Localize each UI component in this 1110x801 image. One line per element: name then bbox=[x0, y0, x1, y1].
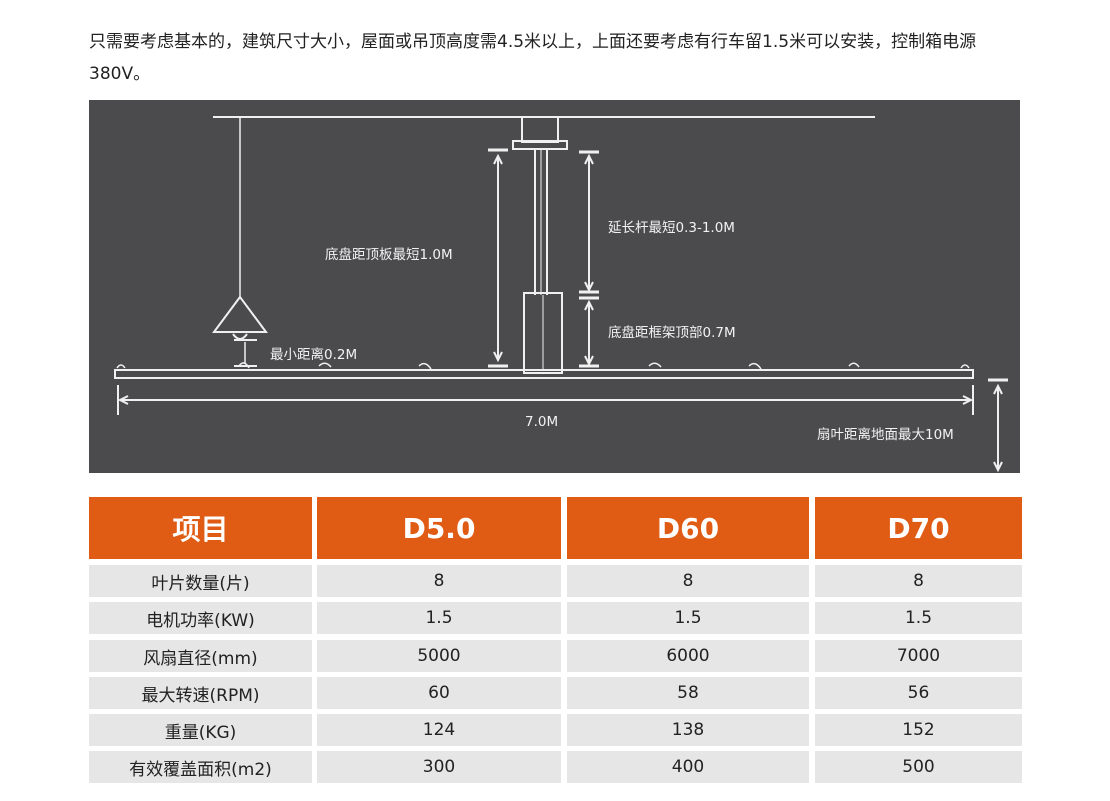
dimension-height bbox=[988, 378, 1008, 473]
fan-blade bbox=[114, 362, 974, 379]
label-chassis-to-ceiling: 底盘距顶板最短1.0M bbox=[325, 247, 453, 263]
row-label: 叶片数量(片) bbox=[89, 565, 312, 597]
cell-d60: 400 bbox=[567, 751, 809, 783]
intro-text: 只需要考虑基本的，建筑尺寸大小，屋面或吊顶高度需4.5米以上，上面还要考虑有行车… bbox=[89, 32, 977, 84]
cell-d50: 60 bbox=[317, 677, 561, 709]
row-label: 有效覆盖面积(m2) bbox=[89, 751, 312, 783]
dimension-span bbox=[117, 385, 974, 415]
label-blade-to-ground: 扇叶距离地面最大10M bbox=[817, 427, 954, 443]
cell-d70: 8 bbox=[815, 565, 1022, 597]
cell-d60: 6000 bbox=[567, 640, 809, 672]
cell-d70: 1.5 bbox=[815, 602, 1022, 634]
label-chassis-to-frame: 底盘距框架顶部0.7M bbox=[608, 325, 736, 341]
cell-d50: 8 bbox=[317, 565, 561, 597]
cell-d60: 8 bbox=[567, 565, 809, 597]
cell-d70: 152 bbox=[815, 714, 1022, 746]
dimension-extension-rod bbox=[579, 150, 599, 368]
lamp-icon bbox=[212, 117, 268, 367]
fan-mount-icon bbox=[512, 116, 568, 374]
header-d70: D70 bbox=[815, 497, 1022, 559]
cell-d70: 500 bbox=[815, 751, 1022, 783]
cell-d50: 5000 bbox=[317, 640, 561, 672]
installation-diagram: 底盘距顶板最短1.0M 延长杆最短0.3-1.0M 底盘距框架顶部0.7M 最小… bbox=[89, 100, 1020, 473]
label-min-distance: 最小距离0.2M bbox=[270, 347, 358, 363]
row-label: 电机功率(KW) bbox=[89, 602, 312, 634]
cell-d60: 138 bbox=[567, 714, 809, 746]
row-label: 重量(KG) bbox=[89, 714, 312, 746]
header-d50: D5.0 bbox=[317, 497, 561, 559]
label-span: 7.0M bbox=[525, 414, 559, 430]
cell-d60: 58 bbox=[567, 677, 809, 709]
cell-d50: 300 bbox=[317, 751, 561, 783]
row-label: 最大转速(RPM) bbox=[89, 677, 312, 709]
header-item: 项目 bbox=[89, 497, 312, 559]
cell-d60: 1.5 bbox=[567, 602, 809, 634]
label-extension-rod: 延长杆最短0.3-1.0M bbox=[608, 220, 735, 236]
cell-d70: 7000 bbox=[815, 640, 1022, 672]
row-label: 风扇直径(mm) bbox=[89, 640, 312, 672]
dimension-chassis-ceiling bbox=[488, 148, 508, 368]
cell-d70: 56 bbox=[815, 677, 1022, 709]
header-d60: D60 bbox=[567, 497, 809, 559]
cell-d50: 1.5 bbox=[317, 602, 561, 634]
cell-d50: 124 bbox=[317, 714, 561, 746]
